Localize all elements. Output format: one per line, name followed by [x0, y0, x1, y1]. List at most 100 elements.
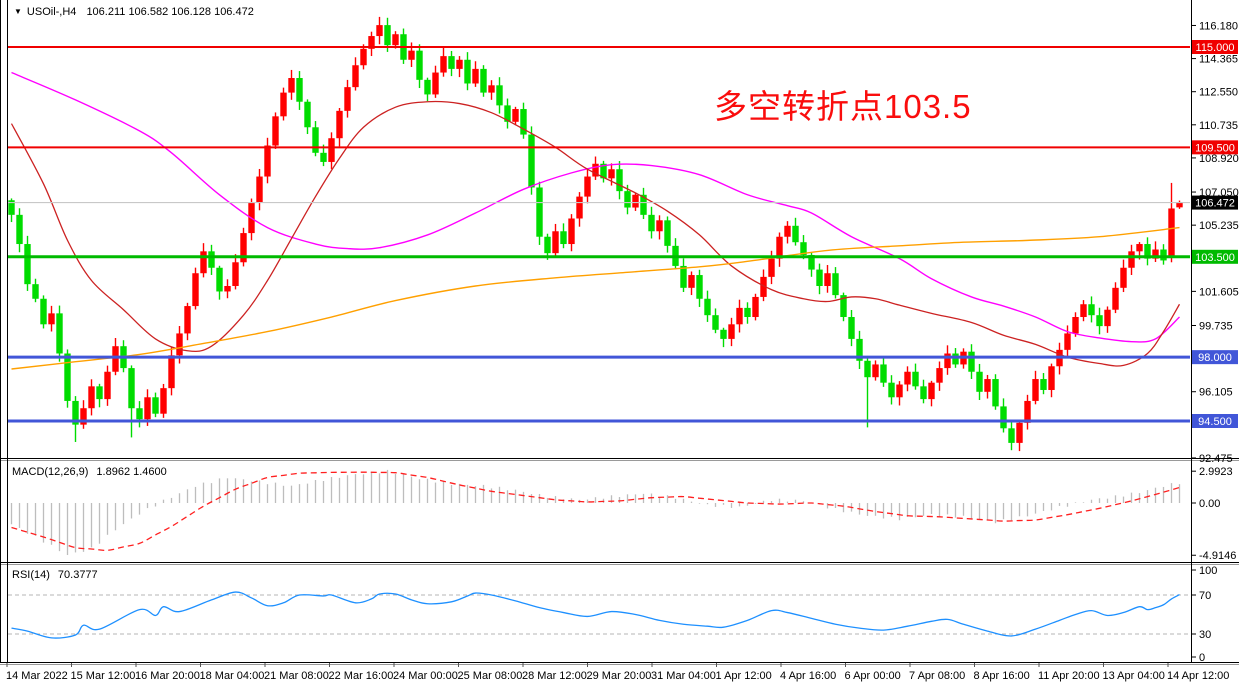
candlestick	[224, 285, 231, 292]
candlestick	[1072, 317, 1079, 334]
candlestick	[744, 307, 751, 318]
candlestick	[80, 408, 87, 425]
candlestick	[648, 214, 655, 232]
candlestick	[968, 351, 975, 372]
candlestick	[384, 25, 391, 46]
price-badge-bg	[1192, 140, 1238, 155]
candlestick	[56, 313, 63, 354]
candlestick	[688, 275, 695, 288]
candlestick	[696, 275, 703, 299]
time-label: 28 Mar 12:00	[522, 670, 587, 682]
candlestick	[512, 109, 519, 122]
candlestick	[1168, 208, 1175, 258]
candlestick	[368, 36, 375, 49]
candlestick	[360, 48, 367, 66]
candlestick	[824, 273, 831, 286]
time-label: 14 Mar 2022	[6, 670, 68, 682]
candlestick	[1128, 251, 1135, 268]
candlestick	[944, 353, 951, 369]
candlestick	[136, 408, 143, 420]
candlestick	[1096, 315, 1103, 327]
candlestick	[168, 355, 175, 389]
candlestick	[768, 258, 775, 277]
candlestick	[1016, 422, 1023, 443]
candlestick	[520, 109, 527, 135]
rsi-line	[11, 591, 1180, 639]
ma-magenta-line	[11, 71, 1180, 343]
price-badge: 109.500	[1192, 140, 1238, 155]
candlestick	[104, 371, 111, 400]
price-tick-label: 92.475	[1199, 453, 1233, 465]
price-badge-label: 109.500	[1195, 142, 1235, 154]
candlestick	[616, 169, 623, 192]
candlestick	[1160, 249, 1167, 261]
candlestick	[344, 87, 351, 111]
candlestick	[456, 59, 463, 69]
candlestick	[176, 333, 183, 356]
rsi-tick-label: 0	[1199, 652, 1205, 664]
candlestick	[1176, 202, 1183, 208]
candlestick	[1120, 267, 1127, 288]
price-badge-bg	[1192, 40, 1238, 54]
candlestick	[872, 364, 879, 378]
time-label: 14 Apr 12:00	[1167, 670, 1229, 682]
candlestick	[1008, 428, 1015, 443]
candlestick	[776, 236, 783, 259]
price-badge-label: 103.500	[1195, 252, 1235, 264]
price-badge: 106.472	[1192, 195, 1238, 210]
time-axis[interactable]: 14 Mar 2022 15 Mar 12:00 16 Mar 20:00 18 Ma…	[6, 663, 1229, 682]
candlestick	[624, 191, 631, 208]
price-badge-label: 94.500	[1198, 416, 1232, 428]
candlestick	[288, 78, 295, 93]
candlestick	[184, 306, 191, 334]
price-badge-bg	[1192, 350, 1238, 365]
candlestick	[192, 273, 199, 307]
candlestick	[304, 101, 311, 128]
candlestick	[1112, 287, 1119, 310]
candlestick	[576, 196, 583, 219]
candlestick	[1024, 400, 1031, 423]
candlestick	[720, 329, 727, 339]
candlestick	[896, 384, 903, 398]
symbol-dropdown-arrow-icon[interactable]: ▼	[14, 7, 22, 16]
candlestick	[232, 262, 239, 286]
candlestick	[592, 163, 599, 177]
candlestick	[536, 187, 543, 237]
price-tick-label: 110.735	[1199, 120, 1238, 132]
candlestick	[656, 220, 663, 232]
candlestick	[280, 92, 287, 117]
time-label: 1 Apr 12:00	[716, 670, 772, 682]
time-label: 6 Apr 00:00	[845, 670, 901, 682]
candlestick	[40, 298, 47, 325]
candlestick	[1144, 244, 1151, 259]
candlestick	[376, 25, 383, 37]
candlestick	[1088, 304, 1095, 316]
candlestick	[1040, 379, 1047, 390]
price-tick-label: 116.180	[1199, 20, 1238, 32]
price-badge-label: 98.000	[1198, 352, 1232, 364]
candlestick	[1032, 379, 1039, 401]
candlestick	[760, 276, 767, 297]
price-tick-label: 112.550	[1199, 87, 1238, 99]
candlestick	[984, 379, 991, 392]
symbol-name: USOil-,H4	[26, 6, 77, 18]
rsi-name: RSI(14)	[12, 569, 50, 581]
rsi-tick-label: 100	[1199, 565, 1217, 577]
candlestick	[8, 200, 15, 215]
price-tick-label: 96.105	[1199, 387, 1233, 399]
candlestick	[584, 176, 591, 197]
candlestick	[216, 267, 223, 292]
candlestick	[728, 324, 735, 339]
candlestick	[704, 298, 711, 316]
candlestick	[752, 296, 759, 318]
candlestick	[664, 220, 671, 246]
candlestick	[712, 315, 719, 330]
candlestick	[96, 386, 103, 400]
candlestick	[792, 225, 799, 243]
candlestick	[416, 50, 423, 80]
annotation-text[interactable]: 多空转折点103.5	[714, 88, 972, 125]
candlestick	[736, 307, 743, 325]
